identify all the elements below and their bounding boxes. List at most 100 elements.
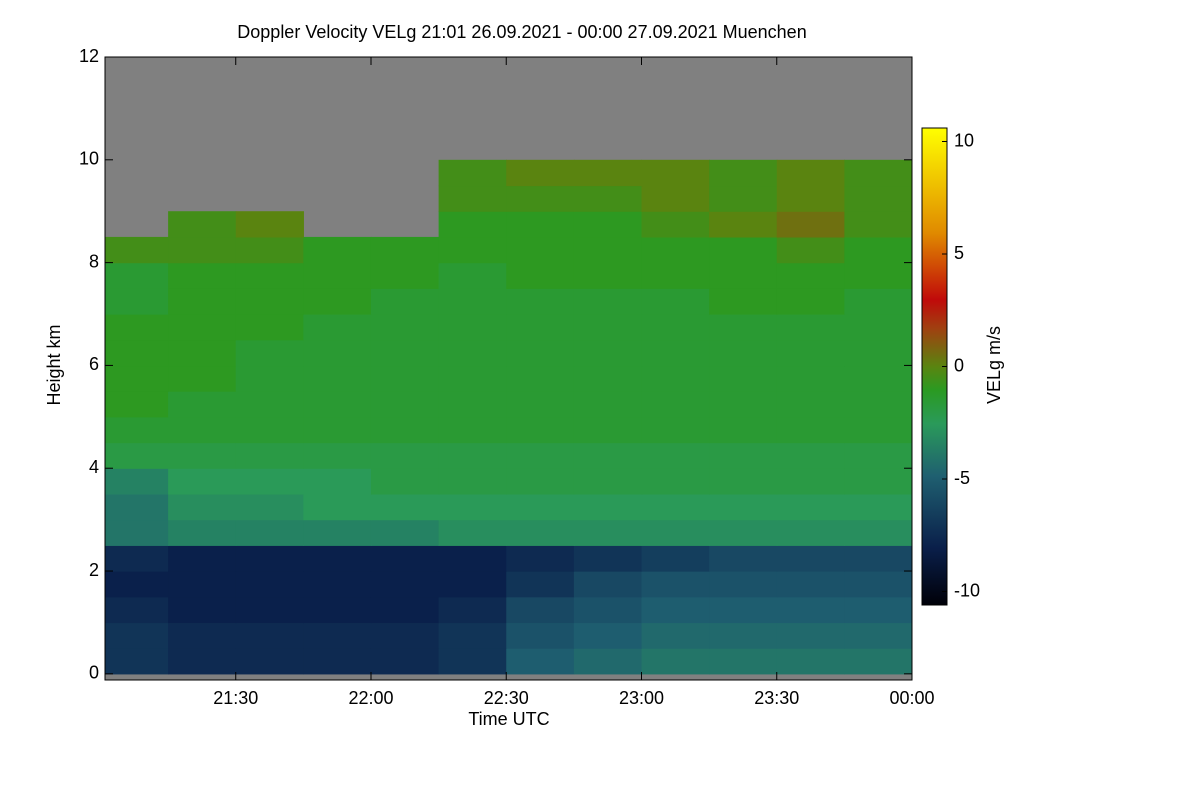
heatmap-cell [303, 236, 372, 264]
heatmap-cell [776, 648, 845, 675]
heatmap-cell [573, 493, 643, 521]
heatmap-cell [506, 365, 575, 392]
heatmap-cell [506, 416, 575, 444]
heatmap-cell [168, 339, 237, 367]
heatmap-cell [235, 442, 304, 469]
heatmap-cell [709, 545, 778, 572]
x-axis-label: Time UTC [468, 709, 549, 729]
heatmap-cell [844, 519, 912, 546]
heatmap-cell [438, 159, 507, 187]
heatmap-cell [105, 648, 169, 675]
heatmap-cell [573, 442, 643, 469]
heatmap-cell [573, 571, 643, 598]
heatmap-cell [235, 262, 304, 289]
heatmap-cell [235, 571, 304, 598]
heatmap-cell [844, 288, 912, 315]
heatmap-cell [235, 288, 304, 315]
heatmap-cell [168, 288, 237, 315]
heatmap-cell [438, 416, 507, 444]
heatmap-cell [844, 211, 912, 238]
heatmap-cell [438, 493, 507, 521]
heatmap-cell [506, 493, 575, 521]
heatmap-cell [776, 468, 845, 495]
heatmap-cell [235, 365, 304, 392]
heatmap-cell [641, 339, 710, 367]
heatmap-cell [438, 236, 507, 264]
y-axis-label: Height km [44, 324, 64, 405]
heatmap-cell [506, 442, 575, 469]
heatmap-cell [709, 622, 778, 649]
heatmap-cell [844, 262, 912, 289]
heatmap-cell [641, 365, 710, 392]
heatmap-cell [776, 365, 845, 392]
heatmap-cell [168, 596, 237, 624]
heatmap-cell [709, 442, 778, 469]
heatmap-cell [709, 596, 778, 624]
heatmap-cell [370, 622, 440, 649]
heatmap-cell [776, 185, 845, 212]
heatmap-cell [370, 339, 440, 367]
heatmap-cell [168, 622, 237, 649]
heatmap-cell [303, 391, 372, 418]
heatmap-cell [641, 442, 710, 469]
heatmap-cell [235, 596, 304, 624]
heatmap-cell [235, 468, 304, 495]
heatmap-cell [235, 314, 304, 341]
heatmap-cell [844, 314, 912, 341]
heatmap-cell [844, 622, 912, 649]
heatmap-cell [776, 159, 845, 187]
heatmap-cell [438, 468, 507, 495]
heatmap-cell [370, 468, 440, 495]
heatmap-cell [709, 468, 778, 495]
heatmap-cell [641, 416, 710, 444]
heatmap-cell [370, 648, 440, 675]
heatmap-cell [709, 391, 778, 418]
heatmap-cell [303, 288, 372, 315]
heatmap-cell [506, 159, 575, 187]
heatmap-cell [506, 236, 575, 264]
heatmap-cell [844, 391, 912, 418]
y-tick-label: 8 [89, 251, 99, 271]
heatmap-cell [370, 314, 440, 341]
colorbar-tick-label: 5 [954, 243, 964, 263]
heatmap-cell [776, 571, 845, 598]
heatmap-cell [573, 314, 643, 341]
heatmap-cell [105, 288, 169, 315]
heatmap-cell [641, 314, 710, 341]
heatmap-cell [370, 596, 440, 624]
heatmap-cell [641, 391, 710, 418]
heatmap-cell [776, 236, 845, 264]
heatmap-cell [506, 339, 575, 367]
heatmap-cell [641, 288, 710, 315]
x-tick-label: 21:30 [213, 688, 258, 708]
heatmap-cell [641, 185, 710, 212]
colorbar-tick-label: 10 [954, 130, 974, 150]
heatmap-cell [709, 211, 778, 238]
heatmap-cell [168, 391, 237, 418]
heatmap-cell [573, 262, 643, 289]
heatmap-cell [709, 236, 778, 264]
heatmap-cell [438, 365, 507, 392]
heatmap-cell [370, 493, 440, 521]
heatmap-cell [105, 571, 169, 598]
heatmap-cell [438, 288, 507, 315]
heatmap-cell [105, 339, 169, 367]
heatmap-cell [573, 339, 643, 367]
heatmap-cell [235, 236, 304, 264]
heatmap-cell [709, 262, 778, 289]
colorbar-tick-label: -10 [954, 580, 980, 600]
heatmap-cell [573, 185, 643, 212]
heatmap-cell [438, 622, 507, 649]
heatmap-cell [573, 211, 643, 238]
heatmap-cell [641, 648, 710, 675]
heatmap-cell [105, 236, 169, 264]
heatmap-cell [573, 288, 643, 315]
y-tick-label: 10 [79, 149, 99, 169]
heatmap-cell [370, 545, 440, 572]
heatmap-cell [641, 622, 710, 649]
heatmap-cell [168, 493, 237, 521]
heatmap-cell [776, 493, 845, 521]
heatmap-cell [168, 365, 237, 392]
heatmap-cell [844, 442, 912, 469]
